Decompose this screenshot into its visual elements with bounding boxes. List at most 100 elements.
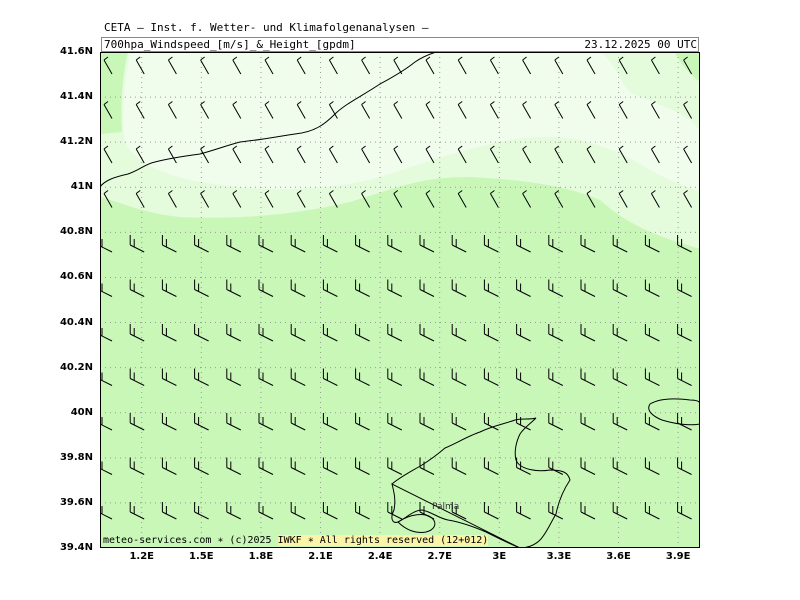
lat-tick-label: 40.4N xyxy=(59,316,93,328)
wind-barb xyxy=(580,279,596,297)
wind-barb xyxy=(387,413,403,431)
wind-barb xyxy=(419,235,435,253)
wind-barb xyxy=(290,502,306,520)
wind-barb xyxy=(135,190,145,208)
wind-barb xyxy=(644,413,660,431)
wind-barb xyxy=(419,413,435,431)
wind-barb xyxy=(580,324,596,342)
wind-barb xyxy=(586,56,596,75)
wind-barb xyxy=(167,56,177,75)
wind-barb xyxy=(200,56,210,75)
wind-barb xyxy=(457,56,467,75)
wind-barb xyxy=(387,235,403,253)
lon-tick-label: 2.1E xyxy=(308,551,333,562)
header-organization: CETA – Inst. f. Wetter- und Klimafolgena… xyxy=(104,21,429,34)
wind-barb xyxy=(232,56,242,75)
wind-barb xyxy=(290,413,306,431)
wind-barb xyxy=(677,324,692,342)
wind-barb xyxy=(516,413,531,431)
wind-barb xyxy=(258,502,274,520)
wind-barb xyxy=(226,457,242,475)
wind-barb xyxy=(425,145,435,164)
wind-barb xyxy=(290,368,306,386)
wind-barb xyxy=(129,279,145,297)
wind-barb xyxy=(264,145,274,164)
wind-barb xyxy=(258,279,274,297)
footer-left-text: meteo-services.com ∗ (c)2025 xyxy=(103,535,278,546)
wind-barb xyxy=(167,145,177,164)
wind-barb xyxy=(554,101,564,119)
wind-barb xyxy=(516,502,531,520)
wind-barb xyxy=(135,101,145,119)
wind-barb xyxy=(516,324,531,342)
wind-barb xyxy=(355,413,370,431)
wind-barb xyxy=(226,324,242,342)
wind-barb xyxy=(489,190,499,208)
wind-barb xyxy=(516,368,531,386)
wind-barb xyxy=(516,279,531,297)
wind-barb xyxy=(457,190,467,208)
wind-barb xyxy=(451,413,467,431)
wind-barb xyxy=(328,145,338,164)
wind-barb xyxy=(200,190,210,208)
lon-tick-label: 1.5E xyxy=(189,551,214,562)
wind-barb xyxy=(355,368,370,386)
wind-barb xyxy=(483,502,499,520)
wind-barbs xyxy=(100,56,693,520)
wind-barb xyxy=(644,368,660,386)
wind-barb xyxy=(618,190,628,208)
coastlines xyxy=(100,52,700,548)
grid-lines xyxy=(100,52,700,548)
lat-tick-label: 40N xyxy=(70,406,93,418)
wind-barb xyxy=(129,324,145,342)
wind-barb xyxy=(548,502,564,520)
wind-barb xyxy=(483,324,499,342)
wind-barb xyxy=(683,190,693,208)
wind-barb xyxy=(194,324,209,342)
wind-barb xyxy=(361,145,371,164)
wind-barb xyxy=(677,235,692,253)
wind-barb xyxy=(483,457,499,475)
wind-barb xyxy=(355,457,370,475)
wind-barb xyxy=(103,101,113,119)
wind-barb xyxy=(425,101,435,119)
wind-barb xyxy=(451,368,467,386)
lon-tick-label: 1.8E xyxy=(248,551,274,562)
wind-barb xyxy=(226,502,242,520)
wind-barb xyxy=(194,502,209,520)
wind-barb xyxy=(618,56,628,75)
wind-barb xyxy=(548,279,564,297)
wind-barb xyxy=(194,457,209,475)
wind-barb xyxy=(489,56,499,75)
wind-barb xyxy=(419,368,435,386)
wind-barb xyxy=(612,502,628,520)
wind-barb xyxy=(612,279,628,297)
wind-barb xyxy=(548,457,564,475)
wind-barb xyxy=(258,324,274,342)
lon-tick-label: 2.7E xyxy=(427,551,453,562)
lat-tick-label: 40.6N xyxy=(59,271,93,283)
wind-barb xyxy=(361,190,371,208)
wind-barb xyxy=(554,145,564,164)
lat-tick-label: 39.8N xyxy=(59,451,93,463)
wind-barb xyxy=(650,190,660,208)
wind-barb xyxy=(650,145,660,164)
wind-barb xyxy=(554,56,564,75)
header-parameter: 700hpa_Windspeed_[m/s]_&_Height_[gpdm] xyxy=(104,38,356,51)
wind-barb xyxy=(167,101,177,119)
lon-tick-label: 1.2E xyxy=(129,551,154,562)
wind-barb xyxy=(580,413,596,431)
wind-barb xyxy=(355,502,370,520)
wind-barb xyxy=(586,101,596,119)
wind-barb xyxy=(226,368,242,386)
wind-barb xyxy=(387,502,403,520)
wind-barb xyxy=(644,324,660,342)
wind-barb xyxy=(387,368,403,386)
lon-tick-label: 3E xyxy=(492,551,507,562)
wind-barb xyxy=(258,413,274,431)
wind-barb xyxy=(290,279,306,297)
lat-tick-label: 40.2N xyxy=(59,361,93,373)
wind-barb xyxy=(612,368,628,386)
wind-barb xyxy=(683,56,693,75)
wind-barb xyxy=(264,190,274,208)
